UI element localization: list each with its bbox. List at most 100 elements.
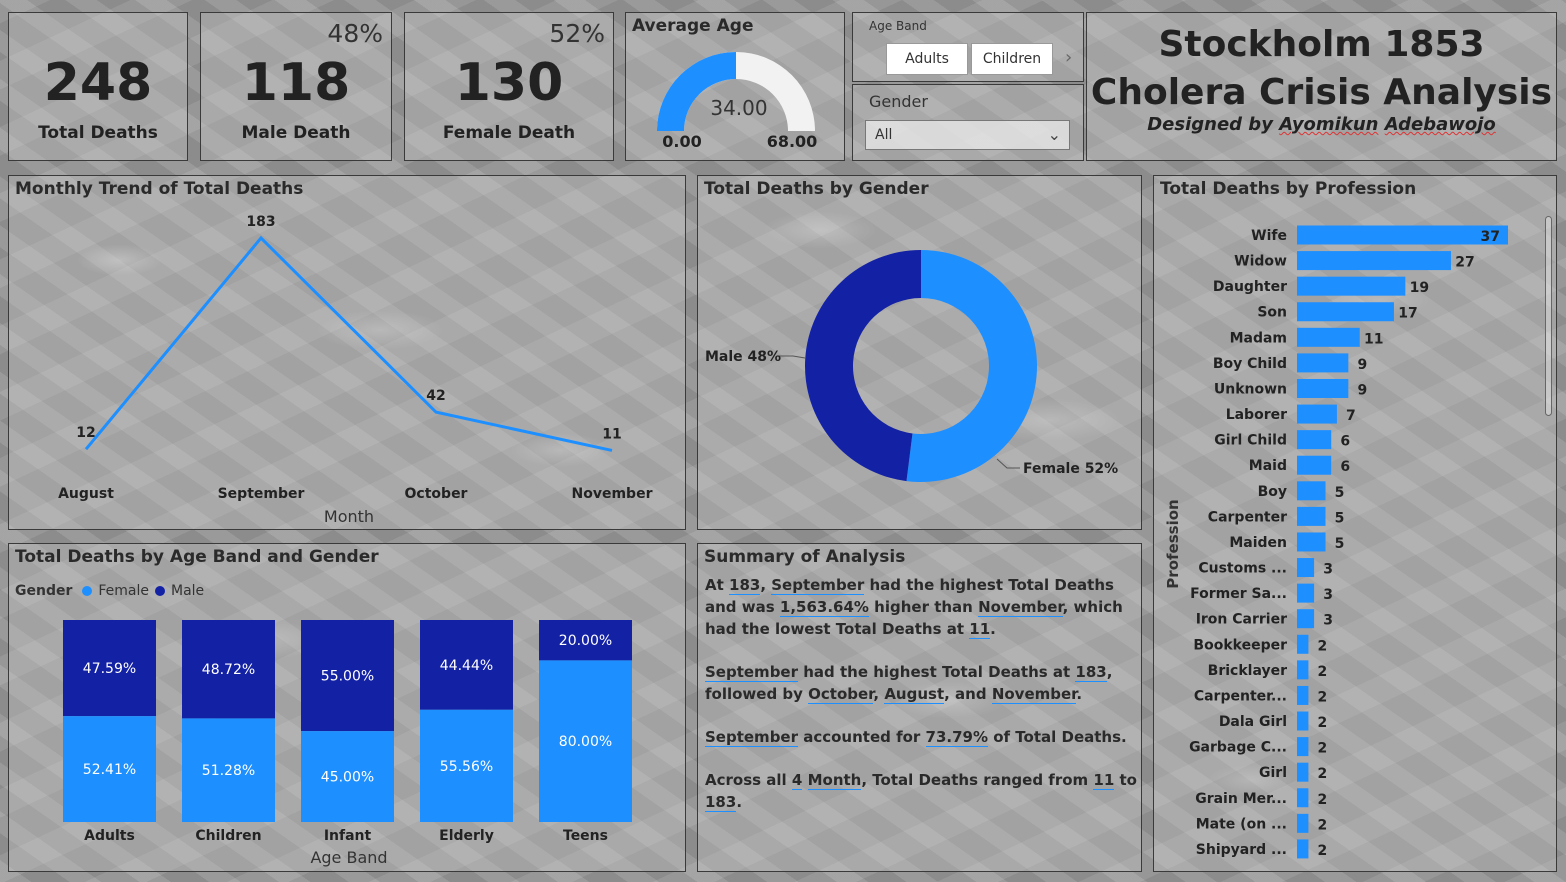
kpi-male-death-card: 48% 118 Male Death — [200, 12, 392, 161]
summary-highlight: 11 — [969, 620, 991, 639]
profession-bar — [1297, 737, 1309, 757]
designer-first-name: Ayomikun — [1279, 114, 1379, 135]
chevron-right-icon[interactable]: › — [1065, 47, 1073, 68]
profession-bar — [1297, 634, 1309, 654]
stacked-bar-label-female: 45.00% — [321, 770, 374, 786]
stacked-x-tick-label: Adults — [84, 828, 135, 844]
summary-text: Across all — [705, 771, 792, 789]
summary-paragraph-3: September accounted for 73.79% of Total … — [705, 726, 1137, 748]
profession-bar — [1297, 251, 1451, 271]
line-x-tick-label: August — [58, 486, 114, 502]
profession-bar — [1297, 404, 1337, 424]
summary-text: of Total Deaths. — [988, 728, 1127, 746]
line-data-label: 11 — [602, 426, 621, 442]
age-band-stacked-chart: 47.59% 52.41% Adults 48.72% 51.28% Children 55… — [63, 620, 632, 867]
stacked-bar-male — [182, 620, 275, 719]
profession-label: Maiden — [1229, 535, 1287, 551]
profession-value-label: 6 — [1340, 434, 1350, 450]
profession-label: Madam — [1230, 330, 1287, 346]
monthly-trend-panel: Monthly Trend of Total Deaths 12 August 18… — [8, 175, 686, 530]
summary-text: had the highest Total Deaths at — [798, 663, 1076, 681]
dashboard-title-line2: Cholera Crisis Analysis — [1090, 72, 1553, 113]
summary-text: , and — [944, 685, 992, 703]
summary-text: to — [1114, 771, 1137, 789]
age-band-option-adults[interactable]: Adults — [886, 43, 968, 75]
summary-text: , — [873, 685, 885, 703]
gauge-fill — [657, 52, 736, 131]
profession-value-label: 11 — [1364, 331, 1383, 347]
stacked-bar-label-female: 51.28% — [202, 763, 255, 779]
profession-bar — [1297, 558, 1315, 578]
summary-highlight: 183 — [1075, 663, 1107, 682]
summary-highlight: November — [978, 598, 1063, 617]
summary-highlight: August — [884, 685, 945, 704]
profession-bar — [1297, 583, 1315, 603]
profession-value-label: 3 — [1323, 613, 1333, 629]
profession-value-label: 7 — [1346, 408, 1356, 424]
designer-credit: Designed by Ayomikun Adebawojo — [1087, 114, 1556, 135]
summary-text: . — [990, 620, 996, 638]
summary-paragraph-1: At 183, September had the highest Total … — [705, 574, 1137, 640]
summary-highlight: 183 — [705, 793, 737, 812]
profession-label: Customs ... — [1198, 561, 1287, 577]
stacked-bar-male — [420, 620, 513, 710]
profession-value-label: 3 — [1323, 587, 1333, 603]
summary-highlight: September — [705, 728, 798, 747]
line-data-label: 183 — [246, 214, 275, 230]
monthly-trend-title: Monthly Trend of Total Deaths — [15, 179, 304, 199]
kpi-male-pct: 48% — [327, 19, 383, 48]
dashboard-title-line1: Stockholm 1853 — [1158, 24, 1485, 65]
summary-highlight: November — [991, 685, 1077, 704]
summary-title: Summary of Analysis — [704, 547, 906, 567]
summary-text: had the highest Total Deaths and was — [705, 576, 1114, 616]
profession-value-label: 6 — [1340, 459, 1350, 475]
profession-value-label: 2 — [1318, 817, 1328, 833]
summary-text: At — [705, 576, 730, 594]
donut-leader-male — [778, 355, 806, 359]
line-x-tick-label: September — [218, 486, 305, 502]
stacked-x-tick-label: Elderly — [439, 828, 494, 844]
profession-bar — [1297, 788, 1309, 808]
age-band-gender-panel: Total Deaths by Age Band and Gender Gend… — [8, 543, 686, 872]
profession-bar — [1297, 813, 1309, 833]
profession-label: Boy — [1258, 484, 1287, 500]
stacked-bar-female — [420, 709, 513, 822]
dashboard-title-block: Stockholm 1853 Cholera Crisis Analysis D… — [1086, 12, 1557, 161]
line-x-tick-label: November — [572, 486, 653, 502]
summary-highlight: 183 — [729, 576, 761, 595]
profession-label: Former Sa... — [1190, 586, 1287, 602]
gender-dropdown[interactable]: All ⌄ — [865, 120, 1070, 150]
summary-text: . — [1076, 685, 1083, 703]
kpi-female-pct: 52% — [549, 19, 605, 48]
profession-bar — [1297, 839, 1309, 859]
age-band-slicer-title: Age Band — [869, 19, 927, 33]
kpi-total-deaths-card: 248 Total Deaths — [8, 12, 188, 161]
profession-label: Carpenter — [1208, 509, 1287, 525]
profession-scrollbar[interactable] — [1545, 216, 1552, 416]
profession-label: Maid — [1249, 458, 1287, 474]
kpi-male-death-label: Male Death — [241, 123, 351, 143]
average-age-gauge-card: Average Age 34.00 0.00 68.00 — [625, 12, 845, 161]
summary-highlight: 11 — [1093, 771, 1115, 790]
summary-highlight: September — [771, 576, 865, 595]
kpi-female-death-card: 52% 130 Female Death — [404, 12, 614, 161]
profession-label: Shipyard ... — [1196, 842, 1287, 858]
legend-title: Gender — [15, 583, 73, 599]
gender-dropdown-value: All — [875, 127, 893, 143]
summary-highlight: September — [705, 663, 798, 682]
age-band-option-children[interactable]: Children — [971, 43, 1053, 75]
profession-label: Dala Girl — [1219, 714, 1287, 730]
stacked-bar-label-female: 52.41% — [83, 762, 136, 778]
summary-text: , followed by — [705, 663, 1113, 703]
summary-highlight: 1,563.64% — [779, 598, 869, 617]
donut-slice-female — [906, 250, 1038, 483]
legend-female-label: Female — [98, 583, 149, 599]
gauge-min-label: 0.00 — [662, 132, 701, 151]
profession-value-label: 9 — [1357, 382, 1367, 398]
profession-bar — [1297, 353, 1349, 373]
profession-label: Wife — [1251, 228, 1287, 244]
summary-text: , — [760, 576, 772, 594]
summary-text: . — [736, 793, 743, 811]
profession-bar — [1297, 430, 1332, 450]
summary-highlight: October — [808, 685, 874, 704]
